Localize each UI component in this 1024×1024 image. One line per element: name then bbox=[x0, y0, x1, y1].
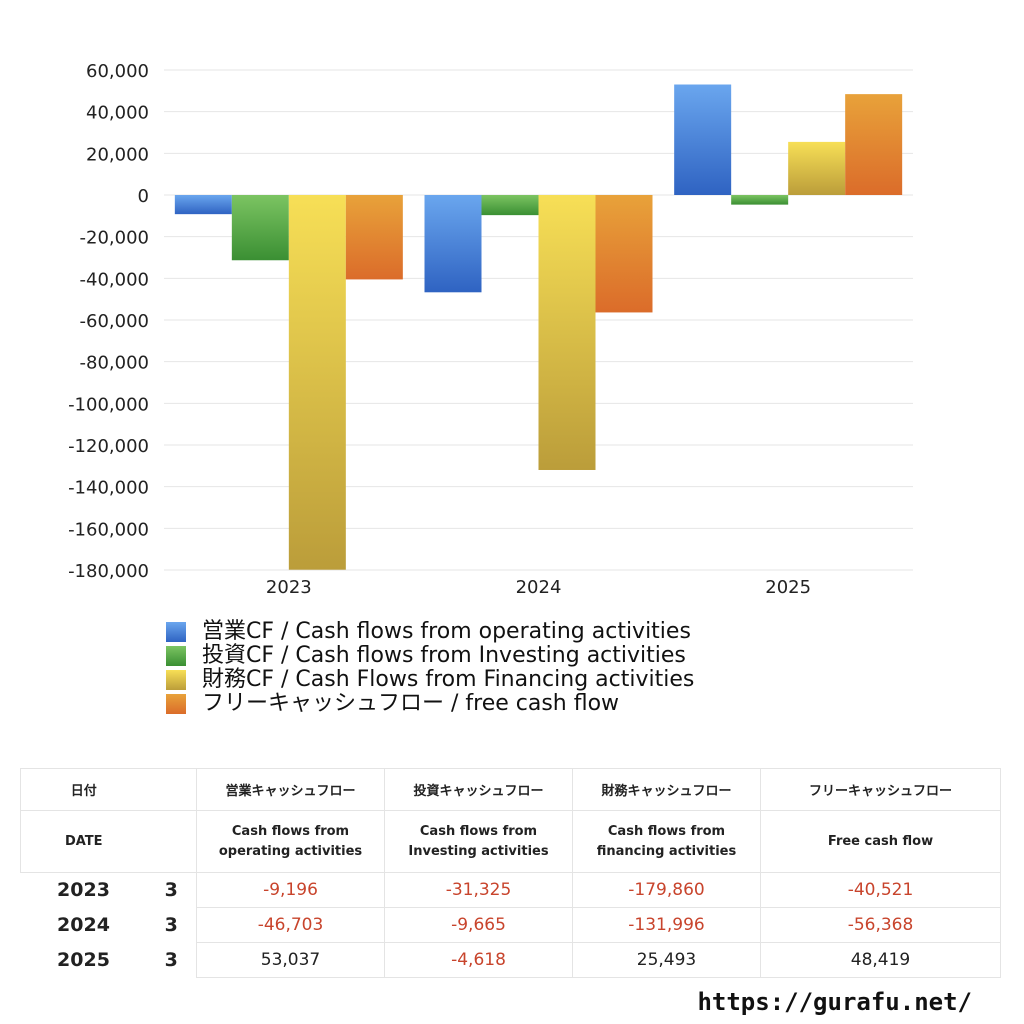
legend-label: 投資CF / Cash flows from Investing activit… bbox=[202, 643, 686, 668]
table-row: 2024 3 -46,703 -9,665 -131,996 -56,368 bbox=[21, 907, 1001, 943]
y-tick-label: -40,000 bbox=[80, 269, 149, 290]
table-row: 2023 3 -9,196 -31,325 -179,860 -40,521 bbox=[21, 872, 1001, 908]
row-year: 2023 bbox=[57, 879, 110, 902]
x-tick-label: 2024 bbox=[516, 577, 562, 598]
bar-2023-series-2 bbox=[231, 195, 289, 261]
table-cell: -9,665 bbox=[384, 907, 573, 943]
header-month-blank-en bbox=[146, 810, 197, 873]
row-year: 2024 bbox=[57, 914, 110, 936]
table-cell: -56,368 bbox=[760, 907, 1001, 943]
bar-2024-series-1 bbox=[424, 195, 482, 293]
bar-2024-series-4 bbox=[595, 195, 653, 313]
y-tick-label: 0 bbox=[138, 186, 149, 207]
legend-swatch bbox=[166, 694, 186, 714]
header-financing-en: Cash flows from financing activities bbox=[572, 810, 761, 873]
table-cell: -179,860 bbox=[572, 872, 761, 908]
header-operating-jp: 営業キャッシュフロー bbox=[196, 768, 385, 811]
bar-2024-series-3 bbox=[538, 195, 596, 470]
bar-2025-series-4 bbox=[845, 94, 903, 195]
legend-item: 営業CF / Cash flows from operating activit… bbox=[166, 620, 694, 644]
bar-2025-series-2 bbox=[731, 195, 789, 205]
header-free-jp: フリーキャッシュフロー bbox=[760, 768, 1001, 811]
site-url: https://gurafu.net/ bbox=[697, 988, 972, 1016]
row-year: 2025 bbox=[57, 949, 110, 971]
y-tick-label: -180,000 bbox=[68, 561, 149, 582]
bar-2023-series-4 bbox=[345, 195, 403, 280]
table-cell: -46,703 bbox=[196, 907, 385, 943]
table-cell: -131,996 bbox=[572, 907, 761, 943]
y-tick-label: -160,000 bbox=[68, 519, 149, 540]
row-month: 3 bbox=[146, 907, 197, 943]
legend-swatch bbox=[166, 622, 186, 642]
table-cell: 53,037 bbox=[196, 942, 385, 978]
legend-label: 営業CF / Cash flows from operating activit… bbox=[202, 619, 691, 644]
header-operating-en: Cash flows from operating activities bbox=[196, 810, 385, 873]
y-tick-label: 40,000 bbox=[86, 103, 149, 124]
bar-2025-series-1 bbox=[674, 84, 732, 195]
legend-item: フリーキャッシュフロー / free cash flow bbox=[166, 692, 694, 716]
y-tick-label: -100,000 bbox=[68, 394, 149, 415]
y-tick-label: 60,000 bbox=[86, 61, 149, 82]
table-cell: -4,618 bbox=[384, 942, 573, 978]
cash-flow-bar-chart: 60,000 40,000 20,000 0 -20,000 -40,000 -60,000… bbox=[68, 61, 913, 598]
y-tick-label: -60,000 bbox=[80, 311, 149, 332]
bar-2023-series-1 bbox=[174, 195, 232, 215]
y-tick-label: -80,000 bbox=[80, 353, 149, 374]
legend-label: 財務CF / Cash Flows from Financing activit… bbox=[202, 667, 695, 692]
chart-legend: 営業CF / Cash flows from operating activit… bbox=[166, 620, 694, 716]
header-investing-en: Cash flows from Investing activities bbox=[384, 810, 573, 873]
legend-item: 財務CF / Cash Flows from Financing activit… bbox=[166, 668, 694, 692]
table-row: 2025 3 53,037 -4,618 25,493 48,419 bbox=[21, 942, 1001, 978]
table-cell: -9,196 bbox=[196, 872, 385, 908]
x-tick-label: 2025 bbox=[765, 577, 811, 598]
y-tick-label: -120,000 bbox=[68, 436, 149, 457]
table-header-en: DATE Cash flows from operating activitie… bbox=[20, 810, 1001, 873]
y-tick-label: 20,000 bbox=[86, 144, 149, 165]
table-header-jp: 日付 営業キャッシュフロー 投資キャッシュフロー 財務キャッシュフロー フリーキ… bbox=[20, 768, 1001, 811]
legend-item: 投資CF / Cash flows from Investing activit… bbox=[166, 644, 694, 668]
legend-label: フリーキャッシュフロー / free cash flow bbox=[202, 691, 620, 716]
table-cell: -31,325 bbox=[384, 872, 573, 908]
x-tick-label: 2023 bbox=[266, 577, 312, 598]
table-cell: 25,493 bbox=[572, 942, 761, 978]
table-cell: 48,419 bbox=[760, 942, 1001, 978]
row-month: 3 bbox=[146, 872, 197, 908]
bar-2025-series-3 bbox=[788, 141, 846, 195]
legend-swatch bbox=[166, 670, 186, 690]
header-date-jp: 日付 bbox=[20, 768, 147, 811]
table-cell: -40,521 bbox=[760, 872, 1001, 908]
header-free-en: Free cash flow bbox=[760, 810, 1001, 873]
header-financing-jp: 財務キャッシュフロー bbox=[572, 768, 761, 811]
row-month: 3 bbox=[146, 942, 197, 978]
bar-2023-series-3 bbox=[288, 195, 346, 570]
header-month-blank bbox=[146, 768, 197, 811]
header-investing-jp: 投資キャッシュフロー bbox=[384, 768, 573, 811]
legend-swatch bbox=[166, 646, 186, 666]
cash-flow-table: 日付 営業キャッシュフロー 投資キャッシュフロー 財務キャッシュフロー フリーキ… bbox=[20, 768, 1001, 978]
header-date-en: DATE bbox=[20, 810, 147, 873]
y-tick-label: -140,000 bbox=[68, 478, 149, 499]
y-tick-label: -20,000 bbox=[80, 228, 149, 249]
bar-2024-series-2 bbox=[481, 195, 539, 216]
